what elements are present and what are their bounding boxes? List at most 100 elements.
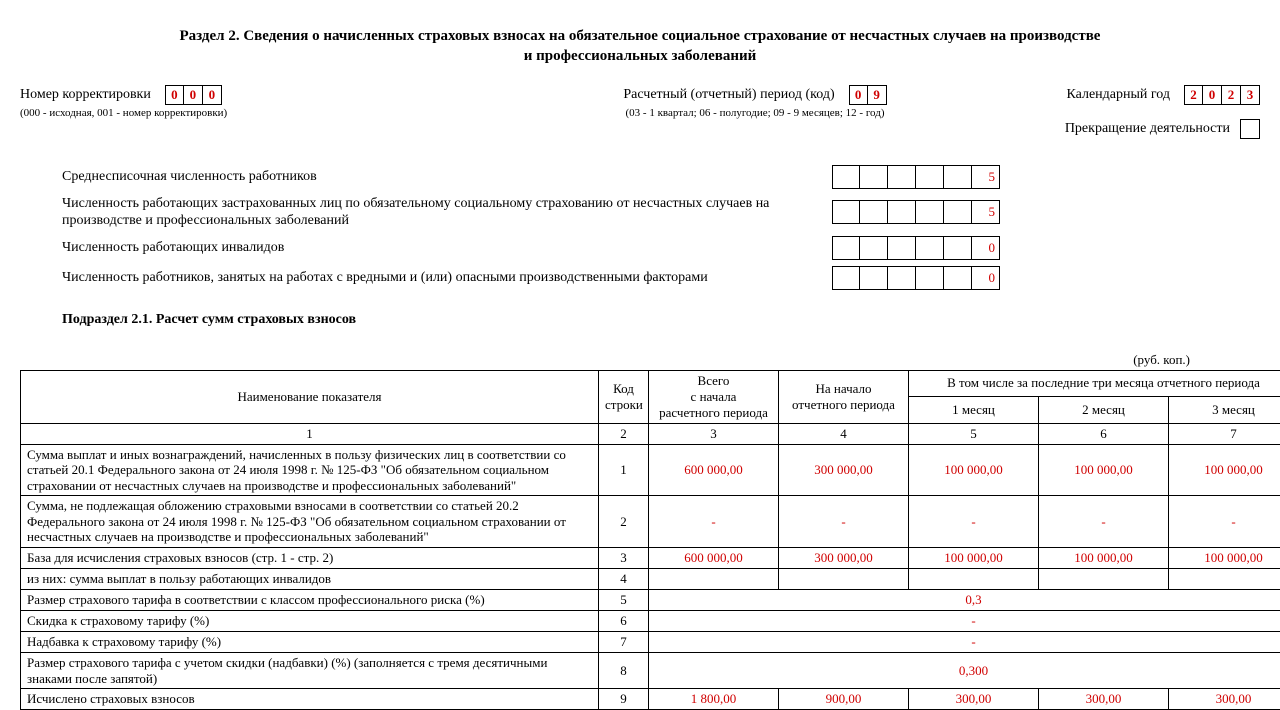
- cell-value: -: [779, 496, 909, 548]
- table-row: Сумма выплат и иных вознаграждений, начи…: [21, 444, 1280, 496]
- year-digit-2: 2: [1222, 85, 1241, 105]
- count-cells: 0: [832, 266, 1000, 290]
- count-cells: 5: [832, 200, 1000, 224]
- unit-note: (руб. коп.): [20, 352, 1260, 368]
- count-cell: [916, 236, 944, 260]
- table-row: Сумма, не подлежащая обложению страховым…: [21, 496, 1280, 548]
- count-row: Численность работающих застрахованных ли…: [62, 195, 1260, 230]
- count-cell: [944, 266, 972, 290]
- cell-value: [1039, 569, 1169, 590]
- th-code: Код строки: [599, 370, 649, 423]
- count-cell: 0: [972, 236, 1000, 260]
- colnum-2: 2: [599, 423, 649, 444]
- cell-value: -: [649, 496, 779, 548]
- count-cell: [888, 165, 916, 189]
- count-cell: [888, 266, 916, 290]
- cell-span-value: 0,3: [649, 590, 1280, 611]
- cell-name: Сумма, не подлежащая обложению страховым…: [21, 496, 599, 548]
- year-digit-1: 0: [1203, 85, 1222, 105]
- count-label: Численность работников, занятых на работ…: [62, 269, 832, 287]
- cell-value: 1 800,00: [649, 689, 779, 710]
- count-cell: [832, 200, 860, 224]
- count-cell: [860, 236, 888, 260]
- correction-cells: 0 0 0: [165, 85, 222, 105]
- cell-code: 8: [599, 653, 649, 689]
- table-row: Надбавка к страховому тарифу (%)7-: [21, 632, 1280, 653]
- cell-code: 5: [599, 590, 649, 611]
- count-cell: [916, 165, 944, 189]
- cease-checkbox[interactable]: [1240, 119, 1260, 139]
- table-row: из них: сумма выплат в пользу работающих…: [21, 569, 1280, 590]
- section-title: Раздел 2. Сведения о начисленных страхов…: [20, 26, 1260, 67]
- colnum-7: 7: [1169, 423, 1280, 444]
- count-cell: 5: [972, 165, 1000, 189]
- count-cell: [916, 266, 944, 290]
- count-cell: [860, 200, 888, 224]
- cell-value: 300 000,00: [779, 548, 909, 569]
- cell-name: Сумма выплат и иных вознаграждений, начи…: [21, 444, 599, 496]
- count-cell: [944, 165, 972, 189]
- correction-note: (000 - исходная, 001 - номер корректиров…: [20, 107, 530, 119]
- count-label: Численность работающих инвалидов: [62, 239, 832, 257]
- cell-value: 100 000,00: [1039, 548, 1169, 569]
- cell-value: 100 000,00: [909, 444, 1039, 496]
- cell-name: Надбавка к страховому тарифу (%): [21, 632, 599, 653]
- cell-code: 1: [599, 444, 649, 496]
- period-cells: 0 9: [849, 85, 887, 105]
- count-cells: 5: [832, 165, 1000, 189]
- correction-digit-2: 0: [203, 85, 222, 105]
- year-label: Календарный год: [1066, 87, 1170, 103]
- th-m2: 2 месяц: [1039, 397, 1169, 424]
- year-cells: 2 0 2 3: [1184, 85, 1260, 105]
- th-m3: 3 месяц: [1169, 397, 1280, 424]
- table-head: Наименование показателя Код строки Всего…: [21, 370, 1280, 444]
- count-cell: [888, 236, 916, 260]
- cell-value: 100 000,00: [909, 548, 1039, 569]
- cell-value: 900,00: [779, 689, 909, 710]
- correction-label: Номер корректировки: [20, 87, 151, 103]
- th-name: Наименование показателя: [21, 370, 599, 423]
- th-m1: 1 месяц: [909, 397, 1039, 424]
- colnum-5: 5: [909, 423, 1039, 444]
- count-cell: [944, 200, 972, 224]
- cell-value: 600 000,00: [649, 548, 779, 569]
- cell-code: 9: [599, 689, 649, 710]
- year-digit-0: 2: [1184, 85, 1203, 105]
- cell-value: 100 000,00: [1169, 548, 1280, 569]
- cell-name: Размер страхового тарифа с учетом скидки…: [21, 653, 599, 689]
- count-cell: [944, 236, 972, 260]
- cell-value: [649, 569, 779, 590]
- cell-value: -: [909, 496, 1039, 548]
- count-label: Среднесписочная численность работников: [62, 168, 832, 186]
- correction-group: Номер корректировки 0 0 0 (000 - исходна…: [20, 85, 530, 119]
- period-digit-0: 0: [849, 85, 868, 105]
- cell-value: [909, 569, 1039, 590]
- colnum-6: 6: [1039, 423, 1169, 444]
- th-last3: В том числе за последние три месяца отче…: [909, 370, 1280, 397]
- colnum-3: 3: [649, 423, 779, 444]
- column-number-row: 1 2 3 4 5 6 7: [21, 423, 1280, 444]
- table-row: Скидка к страховому тарифу (%)6-: [21, 611, 1280, 632]
- cell-value: -: [1039, 496, 1169, 548]
- cell-span-value: -: [649, 632, 1280, 653]
- count-row: Среднесписочная численность работников 5: [62, 165, 1260, 189]
- cell-value: 300,00: [1169, 689, 1280, 710]
- cell-name: из них: сумма выплат в пользу работающих…: [21, 569, 599, 590]
- cell-name: Скидка к страховому тарифу (%): [21, 611, 599, 632]
- cell-value: [779, 569, 909, 590]
- table-body: Сумма выплат и иных вознаграждений, начи…: [21, 444, 1280, 710]
- count-cell: 5: [972, 200, 1000, 224]
- year-digit-3: 3: [1241, 85, 1260, 105]
- count-cell: [888, 200, 916, 224]
- count-row: Численность работающих инвалидов 0: [62, 236, 1260, 260]
- counts-block: Среднесписочная численность работников5Ч…: [62, 165, 1260, 290]
- cease-label: Прекращение деятельности: [1065, 121, 1230, 137]
- period-note: (03 - 1 квартал; 06 - полугодие; 09 - 9 …: [626, 107, 885, 119]
- cell-name: База для исчисления страховых взносов (с…: [21, 548, 599, 569]
- calc-table: Наименование показателя Код строки Всего…: [20, 370, 1280, 710]
- table-row: Размер страхового тарифа с учетом скидки…: [21, 653, 1280, 689]
- cell-value: 300,00: [909, 689, 1039, 710]
- table-row: Исчислено страховых взносов91 800,00900,…: [21, 689, 1280, 710]
- cell-span-value: 0,300: [649, 653, 1280, 689]
- cell-span-value: -: [649, 611, 1280, 632]
